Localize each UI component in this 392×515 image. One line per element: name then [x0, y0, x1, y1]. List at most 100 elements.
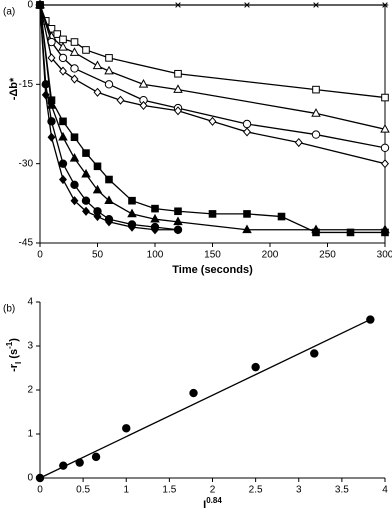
- x-tick-label: 2.5: [249, 485, 263, 496]
- marker: [173, 84, 183, 93]
- marker: [81, 168, 91, 178]
- y-axis-label-part: -r: [8, 363, 20, 372]
- marker: [208, 210, 217, 218]
- y-axis-label: -rI (s-1): [5, 338, 23, 372]
- y-axis-label: -Δb*: [8, 77, 20, 100]
- marker: [47, 132, 56, 142]
- marker: [116, 95, 125, 105]
- marker: [243, 127, 251, 137]
- marker: [81, 196, 91, 205]
- x-axis-label: I0.84: [203, 496, 222, 511]
- marker: [311, 130, 321, 139]
- marker: [380, 143, 390, 153]
- marker: [58, 53, 68, 63]
- marker: [380, 224, 390, 234]
- y-tick-label: 1: [27, 429, 33, 440]
- marker: [70, 74, 79, 84]
- marker: [277, 212, 286, 221]
- marker: [58, 41, 68, 51]
- marker: [105, 217, 113, 227]
- marker: [93, 211, 102, 222]
- x-tick-label: 0: [37, 485, 43, 496]
- y-tick-label: 0: [27, 473, 33, 484]
- y-axis-label-part: -Δb*: [8, 77, 20, 100]
- x-tick-label: 0.5: [76, 485, 90, 496]
- x-axis-label-part: I: [203, 499, 206, 511]
- marker: [82, 149, 90, 157]
- marker: [93, 162, 102, 171]
- marker: [251, 362, 260, 372]
- x-tick-label: 2: [210, 485, 216, 496]
- marker: [82, 206, 90, 216]
- x-tick-label: 50: [92, 250, 104, 261]
- panel-label: (a): [3, 7, 15, 18]
- y-axis-label-part: I: [14, 362, 23, 364]
- marker: [91, 452, 101, 462]
- marker: [104, 80, 114, 89]
- y-axis-label-part: -1: [5, 341, 14, 349]
- marker: [151, 225, 159, 235]
- marker: [208, 116, 217, 126]
- marker: [381, 93, 389, 102]
- marker: [104, 65, 114, 75]
- marker: [47, 53, 56, 63]
- panel-label: (b): [3, 304, 15, 315]
- marker: [70, 64, 79, 73]
- y-tick-label: -45: [19, 238, 34, 249]
- marker: [128, 222, 136, 232]
- marker: [346, 228, 355, 237]
- marker: [173, 216, 183, 226]
- marker: [242, 224, 252, 234]
- marker: [312, 85, 320, 94]
- y-axis-label-part: (s: [8, 349, 20, 362]
- marker: [380, 123, 390, 133]
- marker: [189, 388, 198, 398]
- marker: [174, 225, 182, 235]
- x-tick-label: 100: [147, 250, 164, 261]
- y-tick-label: 2: [27, 385, 33, 396]
- marker: [53, 30, 62, 38]
- marker: [311, 224, 321, 234]
- marker: [122, 424, 131, 433]
- marker: [41, 90, 50, 100]
- marker: [58, 159, 68, 168]
- y-axis-label-part: ): [8, 338, 20, 342]
- marker: [59, 66, 67, 76]
- y-tick-label: 0: [27, 0, 33, 11]
- marker: [138, 78, 149, 88]
- x-tick-label: 150: [204, 250, 221, 261]
- marker: [70, 196, 79, 206]
- marker: [59, 35, 67, 44]
- marker: [150, 213, 160, 223]
- marker: [105, 175, 113, 184]
- marker: [151, 204, 159, 213]
- series-line: [39, 4, 386, 149]
- x-tick-label: 0: [37, 250, 43, 261]
- marker: [174, 69, 182, 78]
- marker: [59, 174, 67, 185]
- marker: [312, 2, 320, 8]
- marker: [36, 0, 44, 10]
- series-line: [39, 4, 386, 99]
- marker: [128, 196, 136, 205]
- series-line: [39, 4, 386, 165]
- marker: [242, 119, 252, 129]
- y-tick-label: -15: [19, 79, 34, 90]
- marker: [70, 133, 79, 142]
- marker: [174, 106, 182, 116]
- x-tick-label: 300: [377, 250, 392, 261]
- x-tick-label: 1: [123, 485, 129, 496]
- y-tick-label: 4: [27, 297, 33, 308]
- marker: [294, 137, 303, 148]
- x-tick-label: 1.5: [162, 485, 176, 496]
- marker: [310, 349, 319, 358]
- marker: [70, 38, 79, 46]
- marker: [59, 117, 67, 126]
- x-tick-label: 3.5: [335, 485, 349, 496]
- marker: [174, 2, 182, 8]
- marker: [174, 207, 182, 216]
- marker: [69, 47, 80, 56]
- y-tick-label: 3: [27, 341, 33, 352]
- marker: [381, 2, 389, 8]
